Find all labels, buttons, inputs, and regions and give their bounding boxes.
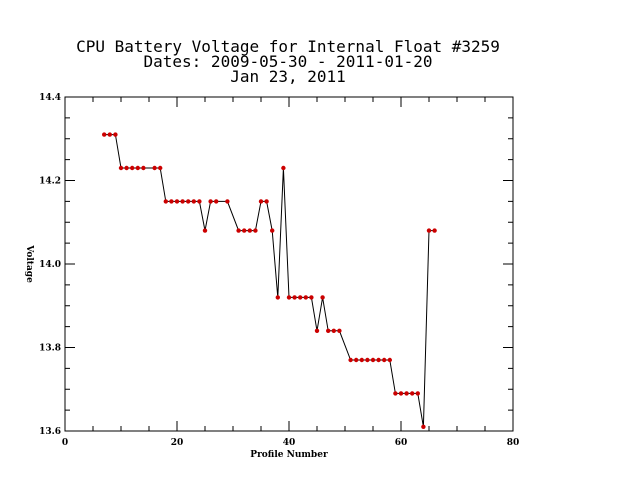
data-point (314, 328, 320, 333)
data-point (415, 391, 420, 396)
data-point (286, 295, 292, 300)
data-point (359, 357, 364, 363)
chart-title-line-3: Jan 23, 2011 (230, 67, 346, 86)
x-tick-labels: 0 20 40 60 80 (62, 438, 519, 448)
data-point (118, 165, 124, 171)
chart-title-line-2: Dates: 2009-05-30 - 2011-01-20 (144, 52, 433, 71)
data-point (309, 295, 314, 300)
y-tick-label: 13.6 (39, 427, 61, 437)
data-point (208, 199, 213, 204)
data-point (337, 328, 342, 333)
data-point (174, 199, 180, 204)
data-point (135, 165, 140, 171)
data-point (191, 199, 196, 204)
data-point (320, 295, 325, 300)
data-point (398, 391, 404, 396)
data-point (236, 228, 241, 233)
data-point (152, 165, 157, 171)
data-point (124, 165, 129, 171)
data-point (298, 295, 303, 300)
plot-frame (64, 96, 514, 432)
data-point (331, 328, 336, 333)
y-tick-label: 13.8 (39, 344, 61, 354)
plot-area (64, 96, 514, 432)
data-point (130, 165, 135, 171)
chart-title: CPU Battery Voltage for Internal Float #… (76, 37, 500, 86)
data-point (169, 199, 174, 204)
data-point (102, 132, 107, 137)
data-point (163, 199, 168, 204)
axis-ticks (64, 96, 514, 432)
voltage-series (102, 132, 437, 429)
data-point (387, 357, 392, 363)
data-point (158, 165, 163, 171)
y-tick-label: 14.0 (39, 260, 61, 270)
data-point (186, 199, 191, 204)
x-tick-label: 40 (283, 438, 296, 448)
data-point (382, 357, 387, 363)
data-point (404, 391, 409, 396)
x-tick-label: 0 (62, 438, 68, 448)
data-point (202, 228, 208, 233)
data-point (225, 199, 230, 204)
chart-title-line-1: CPU Battery Voltage for Internal Float #… (76, 37, 500, 56)
data-point (180, 199, 185, 204)
data-point (410, 391, 415, 396)
data-point (376, 357, 381, 363)
y-axis-label: Voltage (24, 244, 34, 283)
data-point (432, 228, 437, 233)
data-point (348, 357, 353, 363)
data-point (107, 132, 113, 137)
data-point (281, 165, 286, 171)
data-point (421, 424, 426, 429)
data-point (354, 357, 359, 363)
data-point (214, 199, 219, 204)
series-line (104, 134, 435, 427)
data-point (242, 228, 247, 233)
x-tick-label: 20 (171, 438, 184, 448)
y-tick-label: 14.2 (39, 177, 61, 187)
data-point (113, 132, 118, 137)
data-point (270, 228, 275, 233)
data-point (393, 391, 398, 396)
data-point (264, 199, 269, 204)
x-axis-label: Profile Number (250, 450, 328, 460)
data-point (303, 295, 308, 300)
data-point (275, 295, 280, 300)
data-point (370, 357, 376, 363)
data-point (365, 357, 370, 363)
x-tick-label: 60 (395, 438, 408, 448)
data-point (247, 228, 252, 233)
data-point (258, 199, 264, 204)
data-point (426, 228, 432, 233)
y-tick-labels: 13.6 13.8 14.0 14.2 14.4 (39, 93, 61, 437)
data-point (141, 165, 146, 171)
data-point (197, 199, 202, 204)
data-point (326, 328, 331, 333)
y-tick-label: 14.4 (39, 93, 61, 103)
data-point (253, 228, 258, 233)
data-point (292, 295, 297, 300)
x-tick-label: 80 (507, 438, 520, 448)
